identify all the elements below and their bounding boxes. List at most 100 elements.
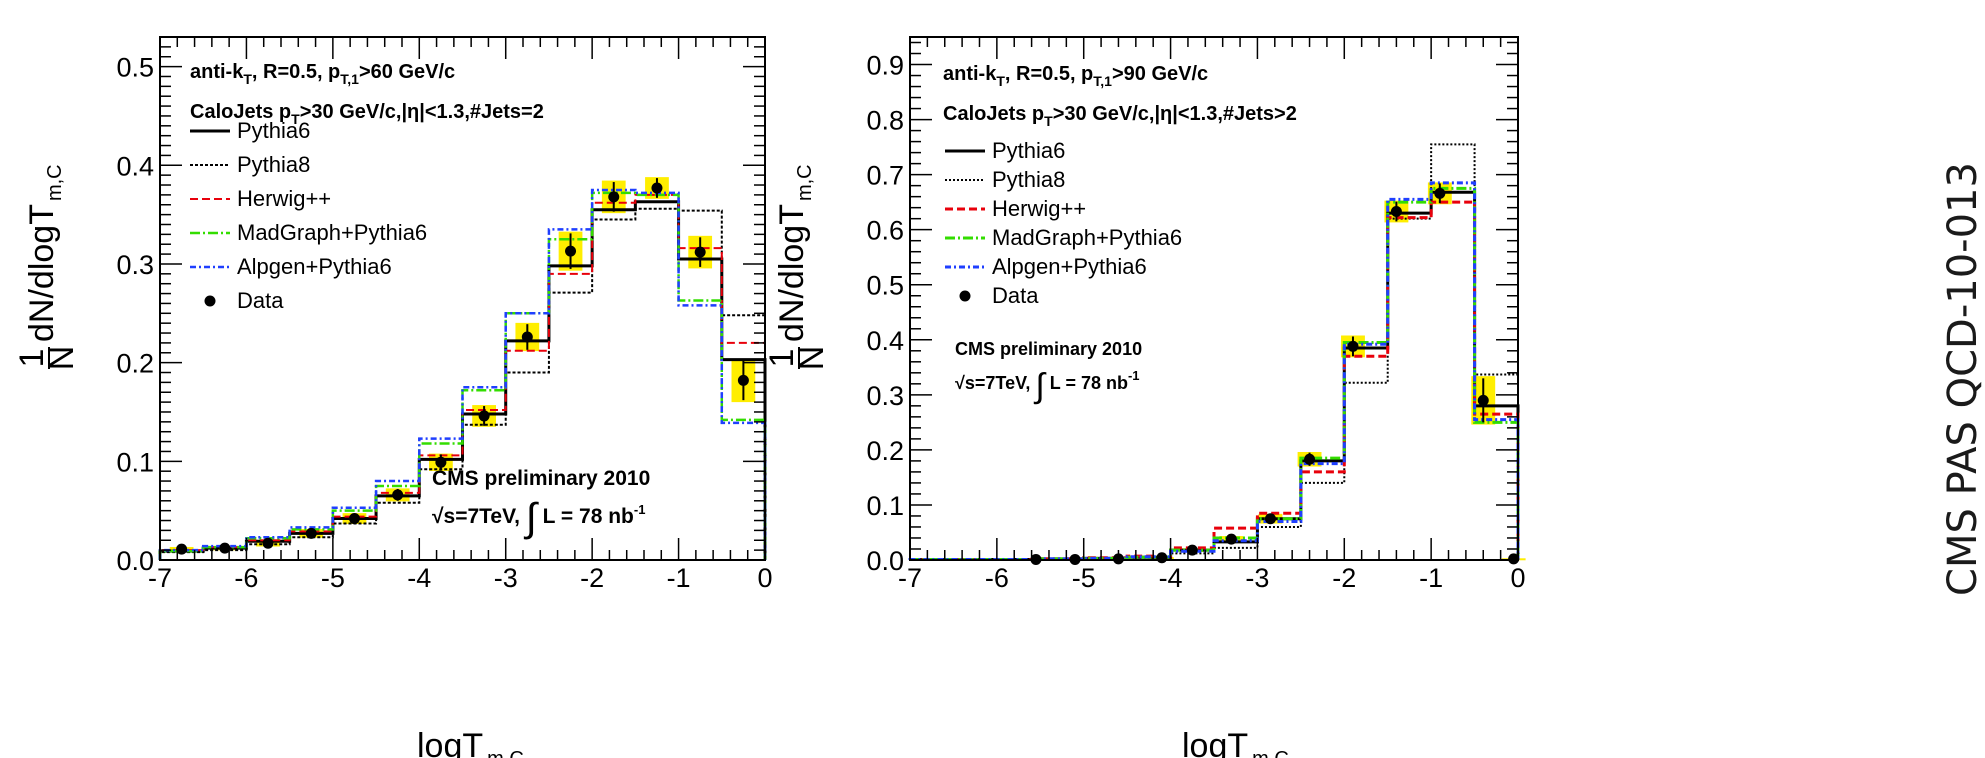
- data-point: [478, 410, 490, 422]
- cms-preliminary-label: CMS preliminary 2010: [955, 339, 1142, 359]
- y-tick-label: 0.1: [866, 491, 904, 521]
- x-tick-label: -5: [321, 563, 345, 593]
- data-point: [737, 374, 749, 386]
- info-line-2: CaloJets pT>30 GeV/c,|η|<1.3,#Jets=2: [190, 101, 544, 127]
- y-tick-label: 0.5: [116, 53, 154, 83]
- x-tick-label: -7: [898, 563, 922, 593]
- x-tick-label: -4: [1159, 563, 1183, 593]
- legend-label: Pythia6: [992, 138, 1065, 163]
- data-point: [1390, 206, 1402, 218]
- data-point: [1186, 544, 1198, 556]
- legend-label: Pythia8: [237, 152, 310, 177]
- y-tick-label: 0.0: [116, 546, 154, 576]
- plot-frame: [159, 36, 766, 561]
- data-point: [694, 246, 706, 258]
- side-label: CMS PAS QCD-10-013: [1940, 0, 1985, 758]
- data-point: [262, 537, 274, 549]
- data-point: [392, 489, 404, 501]
- data-point: [608, 191, 620, 203]
- data-point: [1508, 553, 1520, 565]
- x-axis-title-main: logT: [417, 727, 483, 758]
- cms-preliminary-label: CMS preliminary 2010: [432, 467, 650, 490]
- data-point: [176, 543, 188, 555]
- y-axis-title-main: dN/dlogT: [773, 204, 811, 342]
- legend-label-data: Data: [237, 288, 284, 313]
- y-tick-label: 0.2: [866, 436, 904, 466]
- y-axis-prefix-num: 1: [13, 349, 51, 368]
- y-axis-title-sub: m,C: [794, 164, 816, 201]
- x-axis-title-main: logT: [1182, 727, 1248, 758]
- y-axis-title-sub: m,C: [44, 164, 66, 201]
- x-tick-label: 0: [1510, 563, 1525, 593]
- data-point: [305, 527, 317, 539]
- y-tick-label: 0.9: [866, 51, 904, 81]
- data-point: [348, 513, 360, 525]
- legend-label: Pythia6: [237, 118, 310, 143]
- legend-label: Alpgen+Pythia6: [237, 254, 392, 279]
- cms-energy-lumi: √s=7TeV, ∫ L = 78 nb-1: [955, 367, 1140, 405]
- y-tick-label: 0.3: [866, 381, 904, 411]
- figure: -7 -6 -5 -4 -3 -2 -1 0 0.0 0.1 0.2 0.3 0.4 0.5 logT m,C…: [13, 36, 1526, 758]
- x-tick-label: -3: [494, 563, 518, 593]
- y-axis-title-main: dN/dlogT: [23, 204, 61, 342]
- legend-swatch-data: [204, 295, 216, 307]
- y-axis-title-text: dN/dlogT m,C: [23, 164, 66, 342]
- legend-swatch-data: [959, 290, 971, 302]
- y-tick-label: 0.0: [866, 546, 904, 576]
- x-tick-label: -3: [1245, 563, 1269, 593]
- x-tick-label: -4: [407, 563, 431, 593]
- chart-left: -7 -6 -5 -4 -3 -2 -1 0 0.0 0.1 0.2 0.3 0.4 0.5 logT m,C…: [13, 36, 773, 758]
- info-line-1: anti-kT, R=0.5, pT,1>90 GeV/c: [943, 63, 1208, 89]
- y-axis-prefix-den: N: [43, 346, 81, 371]
- data-point: [1225, 533, 1237, 545]
- x-tick-label: -1: [667, 563, 691, 593]
- y-axis-title-text: dN/dlogT m,C: [773, 164, 816, 342]
- data-point: [651, 182, 663, 194]
- y-tick-label: 0.8: [866, 106, 904, 136]
- y-tick-label: 0.6: [866, 216, 904, 246]
- data-point: [219, 542, 231, 554]
- data-point: [1477, 394, 1489, 406]
- info-line-1: anti-kT, R=0.5, pT,1>60 GeV/c: [190, 61, 455, 87]
- x-tick-label: -1: [1419, 563, 1443, 593]
- y-tick-label: 0.5: [866, 271, 904, 301]
- x-axis-title: logT m,C: [1182, 727, 1289, 758]
- series-line-pythia8: [909, 143, 1519, 561]
- y-tick-label: 0.1: [116, 447, 154, 477]
- data-point: [565, 245, 577, 257]
- legend-label: Pythia8: [992, 167, 1065, 192]
- x-tick-label: 0: [757, 563, 772, 593]
- legend-label: Herwig++: [237, 186, 331, 211]
- x-tick-label: -6: [985, 563, 1009, 593]
- x-tick-label: -7: [148, 563, 172, 593]
- chart-right: -7 -6 -5 -4 -3 -2 -1 0 0.0 0.1 0.2 0.3 0.4 0.5 0.6 0.7 0…: [763, 36, 1526, 758]
- y-tick-label: 0.3: [116, 250, 154, 280]
- legend-label-data: Data: [992, 283, 1039, 308]
- x-tick-label: -2: [1332, 563, 1356, 593]
- data-point: [521, 331, 533, 343]
- legend-label: MadGraph+Pythia6: [992, 225, 1182, 250]
- series-line-herwig-: [908, 200, 1520, 561]
- legend-label: Herwig++: [992, 196, 1086, 221]
- y-tick-label: 0.2: [116, 349, 154, 379]
- legend-label: Alpgen+Pythia6: [992, 254, 1147, 279]
- y-axis-prefix-den: N: [793, 346, 831, 371]
- x-axis-title-sub: m,C: [1252, 748, 1289, 758]
- x-tick-label: -6: [234, 563, 258, 593]
- data-point: [1264, 513, 1276, 525]
- y-tick-label: 0.7: [866, 161, 904, 191]
- y-axis-prefix-num: 1: [763, 349, 801, 368]
- data-point: [1434, 187, 1446, 199]
- plot-frame: [909, 36, 1519, 561]
- side-label-text: CMS PAS QCD-10-013: [1940, 162, 1985, 596]
- y-tick-label: 0.4: [116, 151, 154, 181]
- data-point: [435, 456, 447, 468]
- info-line-2: CaloJets pT>30 GeV/c,|η|<1.3,#Jets>2: [943, 103, 1297, 129]
- x-tick-label: -5: [1072, 563, 1096, 593]
- data-point: [1347, 340, 1359, 352]
- data-point: [1156, 552, 1168, 564]
- x-axis-title: logT m,C: [417, 727, 524, 758]
- data-point: [1304, 453, 1316, 465]
